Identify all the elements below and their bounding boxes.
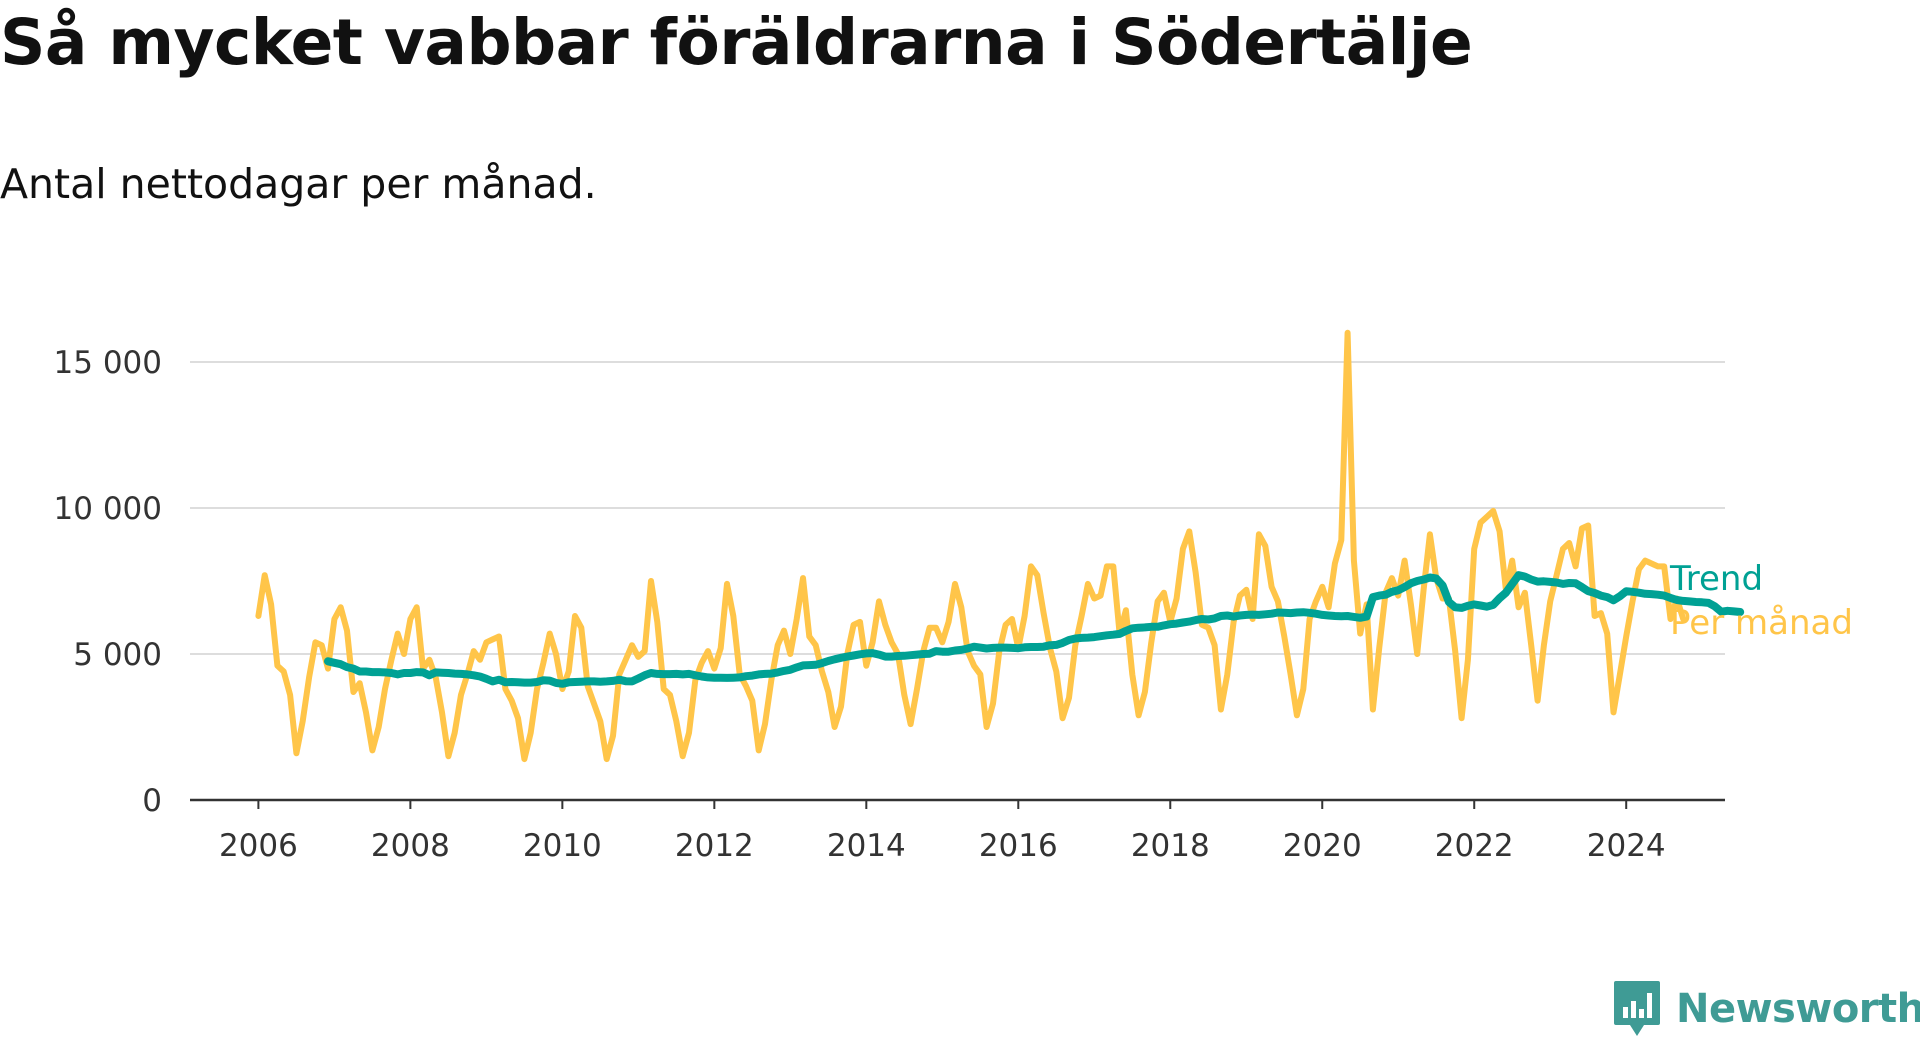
- x-tick-label: 2006: [219, 828, 298, 864]
- x-tick-label: 2016: [979, 828, 1058, 864]
- chart-title: Så mycket vabbar föräldrarna i Södertälj…: [0, 6, 1473, 79]
- chart-subtitle: Antal nettodagar per månad.: [0, 160, 597, 208]
- newsworthy-logo-icon: [1614, 981, 1660, 1036]
- newsworthy-brand: Newsworthy: [1612, 979, 1920, 1039]
- brand-name: Newsworthy: [1676, 986, 1920, 1032]
- x-tick-label: 2020: [1283, 828, 1362, 864]
- x-tick-label: 2018: [1131, 828, 1210, 864]
- series-label-trend: Trend: [1669, 559, 1763, 599]
- series-lines: [255, 329, 1745, 763]
- y-tick-label: 0: [142, 783, 162, 819]
- x-tick-label: 2022: [1435, 828, 1514, 864]
- y-tick-label: 10 000: [54, 491, 162, 527]
- x-tick-label: 2008: [371, 828, 450, 864]
- x-tick-label: 2012: [675, 828, 754, 864]
- y-tick-label: 15 000: [54, 345, 162, 381]
- gridlines: [190, 361, 1725, 655]
- x-tick-label: 2024: [1587, 828, 1666, 864]
- series-label-per-manad: Per månad: [1670, 603, 1853, 643]
- series-line-trend: [324, 571, 1745, 688]
- y-tick-label: 5 000: [73, 637, 162, 673]
- y-axis-ticks: 0 5 000 10 000 15 000: [54, 345, 162, 819]
- x-tick-label: 2010: [523, 828, 602, 864]
- series-line-per-manad: [255, 329, 1687, 763]
- x-tick-label: 2014: [827, 828, 906, 864]
- x-axis: 2006 2008 2010 2012 2014 2016 2018 2020 2022 2024: [190, 798, 1725, 864]
